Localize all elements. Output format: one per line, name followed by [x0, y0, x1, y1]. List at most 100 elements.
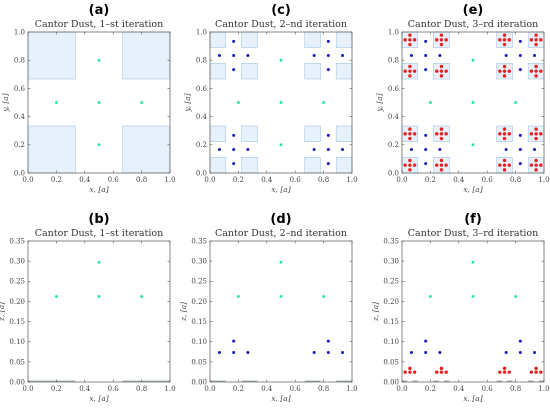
y-axis-label: y, [a]: [375, 93, 384, 112]
data-point-level-1: [279, 143, 283, 147]
x-tick-label: 0.4: [261, 385, 273, 393]
data-point-level-2: [424, 68, 428, 72]
chart-title: Cantor Dust, 1–st iteration: [35, 19, 164, 30]
y-tick-label: 0.10: [9, 338, 25, 346]
plot-frame: [401, 240, 545, 383]
chart-panel-a: (a)Cantor Dust, 1–st iteration 0.0 0.2 0.4 0…: [1, 3, 176, 194]
data-point-level-2: [232, 351, 236, 355]
data-point-level-3: [439, 168, 444, 172]
y-tick-label: 0.25: [9, 278, 25, 286]
data-point-level-3: [534, 127, 538, 131]
x-axis-label: x, [a]: [463, 185, 482, 194]
fractal-region: [304, 63, 321, 80]
fractal-region: [122, 31, 171, 80]
x-tick-label: 0.2: [233, 176, 244, 184]
x-tick-label: 0.4: [453, 176, 465, 184]
data-point-level-3: [529, 370, 534, 374]
x-axis-label: x, [a]: [89, 394, 108, 403]
data-point-level-2: [518, 339, 522, 343]
data-point-level-1: [322, 101, 326, 104]
data-point-level-2: [326, 351, 330, 355]
data-point-level-1: [322, 295, 326, 299]
data-point-level-3: [412, 38, 417, 42]
data-point-level-1: [97, 101, 101, 104]
fractal-region: [209, 63, 227, 80]
x-tick-label: 0.8: [510, 176, 521, 184]
data-point-level-1: [428, 295, 432, 299]
x-axis-label: x, [a]: [463, 394, 482, 403]
y-tick-label: 0.00: [383, 378, 399, 386]
data-point-level-3: [539, 163, 543, 167]
data-point-level-1: [97, 143, 101, 147]
chart-title: Cantor Dust, 2–nd iteration: [215, 19, 347, 30]
y-tick-label: 0.6: [14, 85, 26, 93]
y-tick-label: 0.05: [9, 358, 25, 366]
data-point-level-3: [498, 69, 502, 73]
y-tick-label: 0.6: [388, 85, 400, 93]
data-point-level-2: [424, 147, 428, 151]
data-point-level-3: [502, 69, 507, 73]
y-tick-label: 0.8: [196, 57, 207, 65]
x-tick-label: 0.8: [136, 385, 147, 393]
data-point-level-3: [408, 370, 412, 374]
y-axis-label: z, [a]: [0, 302, 6, 322]
data-point-level-2: [232, 339, 236, 343]
data-point-level-3: [435, 69, 439, 73]
data-point-level-3: [439, 158, 444, 163]
data-point-level-3: [439, 136, 444, 141]
data-point-level-3: [408, 127, 412, 131]
data-point-level-2: [312, 147, 316, 151]
y-tick-label: 0.05: [383, 358, 399, 366]
data-point-level-3: [444, 38, 448, 42]
data-point-level-3: [529, 132, 534, 136]
data-point-level-3: [408, 64, 412, 69]
fractal-region: [209, 157, 227, 174]
chart-title: Cantor Dust, 3–rd iteration: [408, 228, 538, 239]
data-point-level-2: [409, 351, 413, 355]
data-point-level-2: [424, 351, 428, 355]
x-tick-label: 0.2: [425, 176, 436, 184]
x-axis-label: x, [a]: [271, 394, 290, 403]
data-point-level-2: [504, 147, 508, 151]
data-point-level-3: [444, 163, 448, 167]
fractal-region: [209, 125, 227, 142]
data-point-level-2: [518, 133, 522, 137]
data-point-level-2: [341, 351, 345, 355]
data-point-level-3: [435, 370, 439, 374]
data-point-level-2: [533, 54, 537, 58]
panel-letter: (d): [270, 212, 291, 227]
data-point-level-3: [502, 64, 507, 69]
y-tick-label: 0.6: [196, 85, 208, 93]
data-point-level-3: [534, 136, 538, 141]
x-tick-label: 0.8: [318, 176, 329, 184]
y-tick-label: 0.20: [383, 298, 399, 306]
data-point-level-3: [534, 42, 538, 47]
data-point-level-2: [326, 68, 330, 72]
data-point-level-3: [498, 132, 502, 136]
y-tick-label: 0.05: [191, 358, 207, 366]
data-point-level-3: [439, 370, 444, 374]
x-tick-label: 1.0: [538, 176, 549, 184]
y-tick-label: 0.00: [191, 378, 207, 386]
data-point-level-2: [232, 133, 236, 137]
data-point-level-1: [54, 295, 58, 299]
y-tick-label: 0.2: [14, 141, 25, 149]
data-point-level-1: [97, 260, 101, 264]
x-tick-label: 0.0: [396, 385, 407, 393]
data-point-level-1: [279, 295, 283, 299]
data-point-level-3: [502, 132, 507, 136]
x-tick-label: 0.6: [290, 176, 302, 184]
data-point-level-3: [534, 74, 538, 78]
data-point-level-3: [408, 69, 412, 73]
plot-frame: [27, 240, 171, 383]
data-point-level-3: [539, 370, 543, 374]
data-point-level-3: [507, 370, 511, 374]
chart-panel-f: (f)Cantor Dust, 3–rd iteration 0.0 0.2 0.4 0…: [371, 212, 550, 403]
data-point-level-3: [502, 127, 507, 131]
y-axis-label: y, [a]: [1, 93, 10, 112]
y-tick-label: 0.0: [196, 169, 207, 177]
y-tick-label: 0.15: [191, 318, 207, 326]
chart-panel-d: (d)Cantor Dust, 2–nd iteration 0.0 0.2 0.4 0…: [179, 212, 358, 403]
data-point-level-2: [533, 351, 537, 355]
